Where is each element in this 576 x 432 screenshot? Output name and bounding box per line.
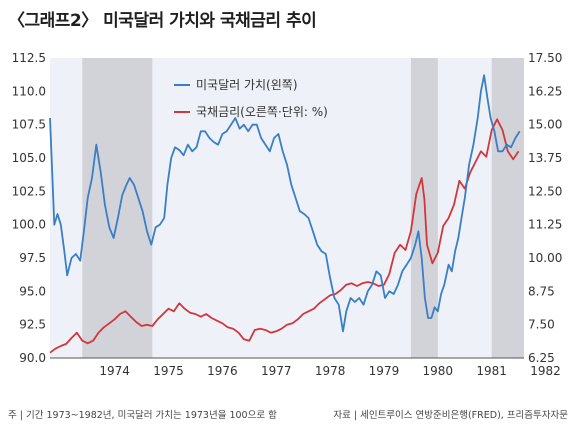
y-left-tick-label: 102.5 — [12, 184, 46, 198]
footnote-source: 자료 | 세인트루이스 연방준비은행(FRED), 프리즘투자자문 — [333, 410, 568, 421]
axes: 90.0 92.5 95.0 97.5 100.0 102.5 105.0 107.5 110.… — [12, 51, 563, 378]
y-right-tick-label: 8.75 — [528, 284, 555, 298]
x-tick-label: 1980 — [423, 364, 454, 378]
x-tick-label: 1976 — [207, 364, 238, 378]
y-left-tick-label: 95.0 — [19, 284, 46, 298]
chart-title: 〈그래프2〉 미국달러 가치와 국채금리 추이 — [8, 11, 317, 31]
legend-label-usd: 미국달러 가치(왼쪽) — [196, 78, 298, 92]
y-left-tick-label: 100.0 — [12, 218, 46, 232]
treasury-yield-line — [49, 118, 520, 354]
shaded-periods — [82, 58, 524, 358]
y-right-tick-label: 11.25 — [528, 218, 562, 232]
y-right-tick-label: 10.00 — [528, 251, 562, 265]
x-tick-label: 1974 — [99, 364, 130, 378]
y-right-tick-label: 6.25 — [528, 351, 555, 365]
x-tick-label: 1978 — [315, 364, 346, 378]
y-left-tick-label: 90.0 — [19, 351, 46, 365]
series-lines — [49, 74, 521, 354]
x-tick-label: 1975 — [153, 364, 184, 378]
legend-label-yield: 국채금리(오른쪽·단위: %) — [196, 105, 328, 119]
y-left-tick-label: 105.0 — [12, 151, 46, 165]
footnote-period: 주 | 기간 1973~1982년, 미국달러 가치는 1973년을 100으로… — [8, 410, 277, 421]
usd-value-line — [49, 74, 521, 333]
y-right-tick-label: 16.25 — [528, 84, 562, 98]
y-left-tick-label: 112.5 — [12, 51, 46, 65]
shaded-period-2 — [491, 58, 524, 358]
y-left-tick-label: 110.0 — [12, 84, 46, 98]
y-left-tick-label: 97.5 — [19, 251, 46, 265]
y-left-tick-label: 92.5 — [19, 318, 46, 332]
x-tick-label: 1981 — [476, 364, 507, 378]
legend: 미국달러 가치(왼쪽) 국채금리(오른쪽·단위: %) — [174, 78, 328, 119]
y-left-tick-label: 107.5 — [12, 118, 46, 132]
y-right-tick-label: 12.50 — [528, 184, 562, 198]
y-right-tick-label: 7.50 — [528, 318, 555, 332]
x-tick-label: 1977 — [261, 364, 292, 378]
x-tick-label: 1982 — [530, 364, 561, 378]
x-tick-label: 1979 — [369, 364, 400, 378]
y-right-tick-label: 13.75 — [528, 151, 562, 165]
y-right-tick-label: 15.00 — [528, 118, 562, 132]
y-right-tick-label: 17.50 — [528, 51, 562, 65]
